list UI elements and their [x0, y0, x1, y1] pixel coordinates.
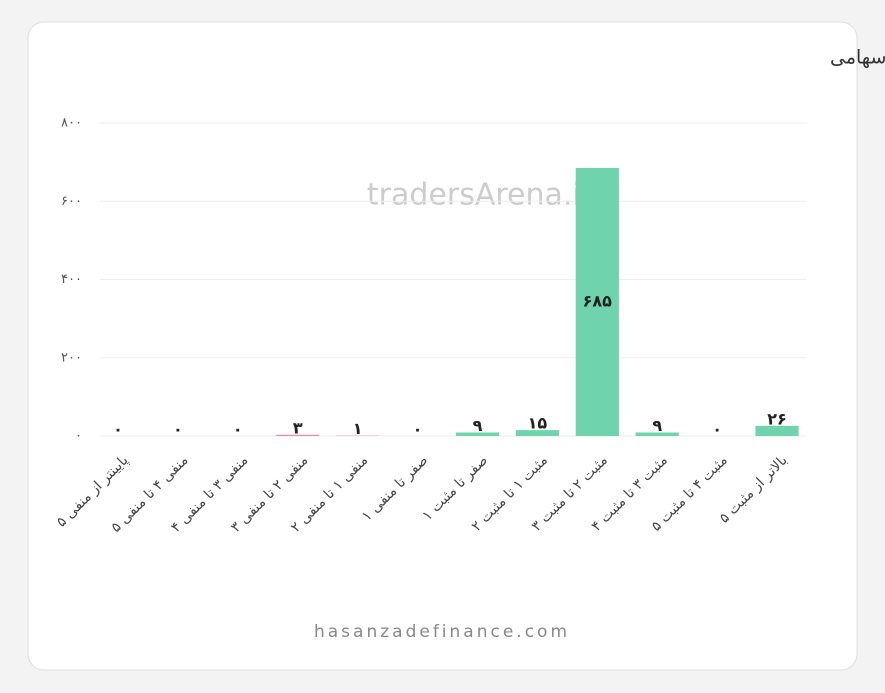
card [27, 21, 858, 671]
y-tick-label: ۶۰۰ [61, 194, 82, 209]
value-label: ۰ [413, 420, 423, 439]
footer: hasanzadefinance.com [314, 622, 570, 642]
value-label: ۹ [473, 416, 483, 435]
y-tick-label: ۰ [75, 429, 82, 444]
bar [755, 425, 799, 436]
value-label: ۰ [712, 420, 722, 439]
y-tick-label: ۸۰۰ [61, 116, 82, 131]
bar [575, 167, 619, 436]
value-label: ۰ [113, 420, 123, 439]
y-tick-label: ۴۰۰ [61, 272, 82, 287]
value-label: ۱ [353, 419, 363, 438]
bar [635, 432, 679, 436]
watermark: tradersArena.ir [367, 178, 594, 213]
value-label: ۳ [293, 418, 303, 437]
value-label: ۲۶ [767, 409, 787, 428]
bar [455, 432, 500, 436]
value-label: ۰ [173, 420, 183, 439]
value-label: ۱۵ [528, 414, 548, 433]
value-label: ۹ [652, 416, 662, 435]
value-label: ۰ [233, 420, 243, 439]
chart-title: محدوده قیمتی آخرین معاملات سهام،حق تقدم … [830, 45, 885, 69]
bar [515, 430, 559, 436]
bar [276, 434, 320, 436]
value-label: ۶۸۵ [583, 291, 613, 310]
y-tick-label: ۲۰۰ [61, 350, 82, 365]
